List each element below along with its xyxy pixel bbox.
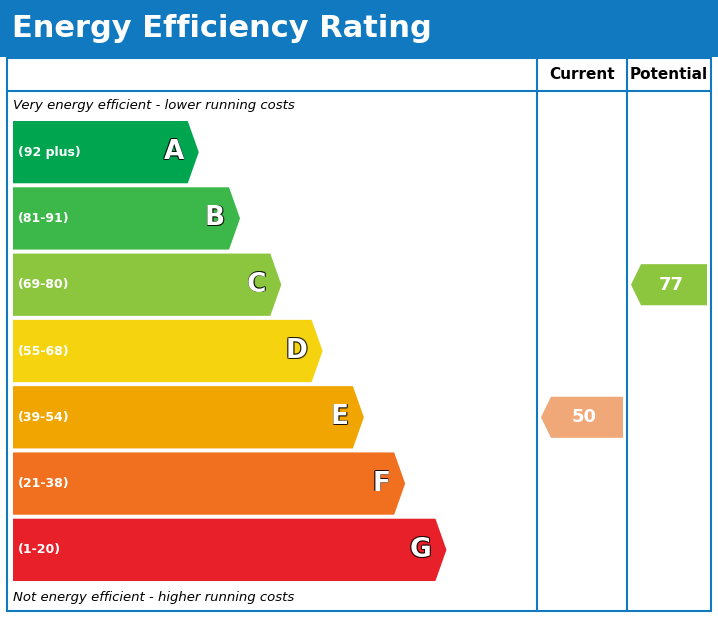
Text: A: A xyxy=(164,139,185,165)
Text: G: G xyxy=(409,537,431,563)
Text: (1-20): (1-20) xyxy=(18,543,61,556)
Text: (69-80): (69-80) xyxy=(18,278,70,291)
Text: Not energy efficient - higher running costs: Not energy efficient - higher running co… xyxy=(13,591,294,604)
Text: C: C xyxy=(246,272,266,298)
Polygon shape xyxy=(541,397,623,438)
Text: C: C xyxy=(246,272,266,298)
Text: Potential: Potential xyxy=(630,67,708,82)
Text: C: C xyxy=(248,272,267,298)
Text: G: G xyxy=(410,536,432,562)
Text: E: E xyxy=(332,404,350,430)
Text: B: B xyxy=(205,206,225,232)
Text: (55-68): (55-68) xyxy=(18,345,70,358)
Text: A: A xyxy=(163,140,183,166)
Text: D: D xyxy=(286,339,307,365)
Text: D: D xyxy=(286,338,308,364)
Text: F: F xyxy=(373,470,391,496)
Text: C: C xyxy=(247,272,266,298)
Text: F: F xyxy=(372,471,390,497)
Text: B: B xyxy=(205,206,225,232)
Text: A: A xyxy=(163,139,183,165)
Text: E: E xyxy=(331,404,349,430)
Text: D: D xyxy=(286,337,307,363)
Text: E: E xyxy=(330,404,348,430)
Text: C: C xyxy=(247,272,266,298)
Text: E: E xyxy=(332,404,350,430)
Text: (81-91): (81-91) xyxy=(18,212,70,225)
Text: B: B xyxy=(205,205,225,231)
Text: F: F xyxy=(371,471,389,497)
Text: F: F xyxy=(372,470,390,496)
Text: B: B xyxy=(205,206,225,232)
Text: E: E xyxy=(331,404,349,430)
Bar xyxy=(7,58,711,611)
Text: E: E xyxy=(330,404,348,430)
Text: C: C xyxy=(246,271,266,297)
Polygon shape xyxy=(13,452,405,515)
Text: A: A xyxy=(164,139,185,165)
Text: 77: 77 xyxy=(658,275,684,293)
Text: (92 plus): (92 plus) xyxy=(18,145,80,158)
Polygon shape xyxy=(13,188,240,249)
Text: F: F xyxy=(371,470,389,496)
Text: 50: 50 xyxy=(572,409,597,426)
Text: D: D xyxy=(286,339,308,365)
Text: F: F xyxy=(371,470,389,496)
Text: G: G xyxy=(409,536,431,562)
Text: Energy Efficiency Rating: Energy Efficiency Rating xyxy=(12,14,432,43)
Text: G: G xyxy=(411,537,432,563)
Text: G: G xyxy=(410,537,432,563)
Text: A: A xyxy=(164,139,184,165)
Text: A: A xyxy=(164,139,184,165)
Polygon shape xyxy=(13,519,447,581)
Text: C: C xyxy=(248,271,267,297)
Text: E: E xyxy=(332,405,350,431)
Text: D: D xyxy=(285,337,307,363)
Text: D: D xyxy=(286,338,307,364)
Text: A: A xyxy=(163,139,183,165)
Text: G: G xyxy=(411,537,432,563)
Text: D: D xyxy=(286,337,308,363)
Text: Very energy efficient - lower running costs: Very energy efficient - lower running co… xyxy=(13,98,295,111)
Text: A: A xyxy=(164,140,185,166)
Text: Current: Current xyxy=(549,67,615,82)
Text: G: G xyxy=(410,537,432,563)
Text: A: A xyxy=(164,140,184,166)
Polygon shape xyxy=(13,254,281,316)
Text: (21-38): (21-38) xyxy=(18,477,70,490)
Text: E: E xyxy=(331,405,349,431)
Text: B: B xyxy=(204,205,224,231)
Text: F: F xyxy=(373,471,391,497)
Text: D: D xyxy=(285,338,307,364)
Text: G: G xyxy=(411,536,432,562)
Text: C: C xyxy=(248,272,267,298)
Text: B: B xyxy=(204,206,224,232)
Text: E: E xyxy=(330,405,348,431)
Text: G: G xyxy=(409,537,431,563)
Polygon shape xyxy=(13,121,199,183)
Text: (39-54): (39-54) xyxy=(18,411,70,424)
Polygon shape xyxy=(631,264,707,305)
Text: F: F xyxy=(372,470,390,496)
Text: B: B xyxy=(205,206,225,232)
Text: B: B xyxy=(204,206,224,232)
Text: C: C xyxy=(247,271,266,297)
Text: F: F xyxy=(373,470,391,496)
Polygon shape xyxy=(13,320,322,382)
Bar xyxy=(0,0,718,57)
Polygon shape xyxy=(13,386,364,448)
Text: B: B xyxy=(205,205,225,231)
Text: D: D xyxy=(285,339,307,365)
